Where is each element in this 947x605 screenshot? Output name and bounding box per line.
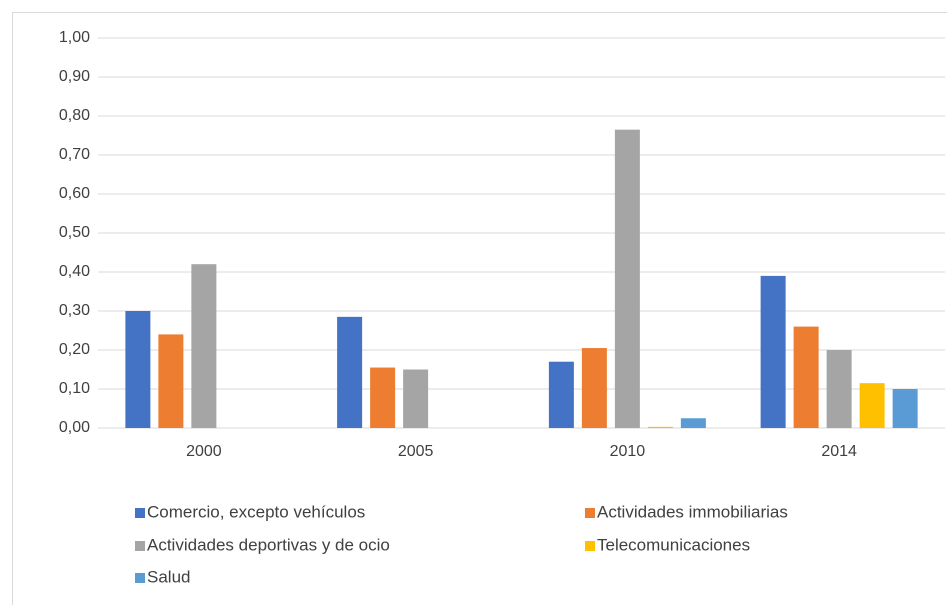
y-tick-label: 0,20 — [59, 341, 90, 358]
bar — [581, 348, 607, 428]
bar — [548, 361, 574, 428]
legend-label: Actividades immobiliarias — [597, 502, 788, 521]
y-tick-label: 0,90 — [59, 68, 90, 85]
legend-swatch — [135, 508, 145, 518]
legend-swatch — [135, 573, 145, 583]
bar — [191, 264, 217, 428]
legend-label: Comercio, excepto vehículos — [147, 502, 365, 521]
y-tick-label: 0,10 — [59, 380, 90, 397]
legend-label: Salud — [147, 567, 190, 586]
y-tick-label: 1,00 — [59, 29, 90, 46]
chart-frame — [12, 12, 947, 605]
y-tick-label: 0,40 — [59, 263, 90, 280]
bar — [826, 350, 852, 428]
bar — [370, 367, 396, 428]
x-tick-label: 2014 — [821, 443, 857, 460]
bar — [892, 389, 918, 428]
bar — [680, 418, 706, 428]
y-tick-label: 0,70 — [59, 146, 90, 163]
x-tick-label: 2005 — [398, 443, 434, 460]
legend-swatch — [135, 541, 145, 551]
x-tick-label: 2010 — [610, 443, 646, 460]
y-tick-label: 0,80 — [59, 107, 90, 124]
bar — [760, 275, 786, 428]
bar — [793, 326, 819, 428]
x-tick-label: 2000 — [186, 443, 222, 460]
bar — [403, 369, 429, 428]
legend-label: Telecomunicaciones — [597, 535, 750, 554]
bar — [125, 311, 151, 428]
legend-label: Actividades deportivas y de ocio — [147, 535, 390, 554]
bar — [647, 426, 673, 428]
bar — [859, 383, 885, 428]
bar — [337, 316, 363, 428]
y-tick-label: 0,50 — [59, 224, 90, 241]
legend-swatch — [585, 541, 595, 551]
y-tick-label: 0,00 — [59, 419, 90, 436]
bar — [158, 334, 184, 428]
legend-swatch — [585, 508, 595, 518]
y-tick-label: 0,30 — [59, 302, 90, 319]
y-tick-label: 0,60 — [59, 185, 90, 202]
bar — [614, 129, 640, 428]
